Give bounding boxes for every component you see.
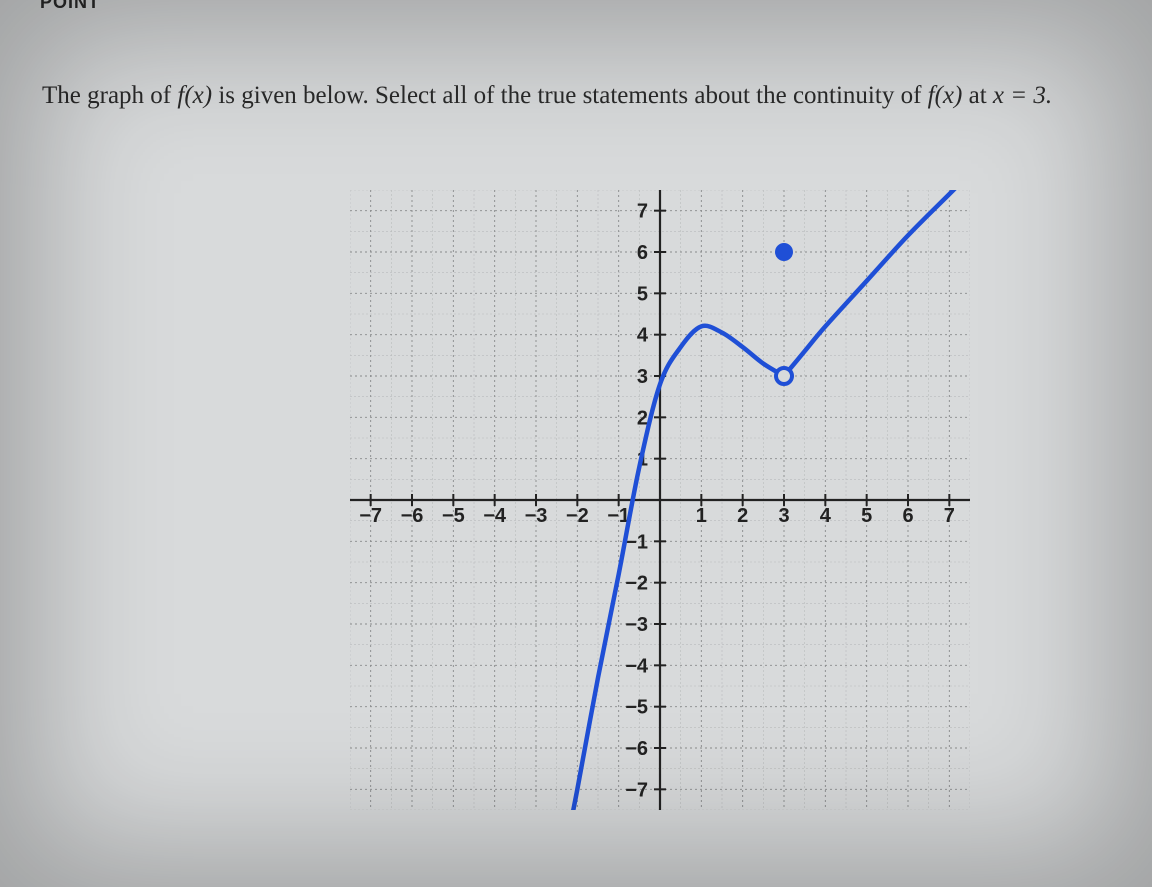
- x-tick-label: −3: [525, 505, 548, 527]
- x-tick-label: 1: [696, 505, 707, 527]
- continuity-graph: −7−6−5−4−3−2−112345677654321−1−2−3−4−5−6…: [350, 190, 970, 810]
- x-tick-label: −2: [566, 505, 589, 527]
- question-mid: is given below. Select all of the true s…: [212, 82, 928, 109]
- x-tick-label: −7: [359, 505, 382, 527]
- y-tick-label: −1: [625, 531, 648, 553]
- y-tick-label: 6: [637, 242, 648, 264]
- y-tick-label: −2: [625, 573, 648, 595]
- chart-svg: −7−6−5−4−3−2−112345677654321−1−2−3−4−5−6…: [350, 190, 970, 810]
- y-tick-label: −5: [625, 697, 648, 719]
- y-tick-label: 3: [637, 366, 648, 388]
- question-fx2: f(x): [928, 82, 963, 109]
- y-tick-label: 7: [637, 201, 648, 223]
- y-tick-label: 4: [637, 325, 649, 347]
- curve-right_branch: [784, 190, 970, 376]
- x-tick-label: 4: [820, 505, 832, 527]
- question-fx1: f(x): [177, 82, 212, 109]
- y-tick-label: −3: [625, 614, 648, 636]
- question-tail: at: [962, 82, 993, 109]
- open-point: [776, 368, 792, 384]
- y-tick-label: −7: [625, 779, 648, 801]
- header-fragment: POINT: [40, 0, 100, 13]
- x-tick-label: −6: [401, 505, 424, 527]
- question-text: The graph of f(x) is given below. Select…: [42, 78, 1122, 113]
- closed-point: [776, 244, 792, 260]
- question-eq: x = 3.: [993, 82, 1052, 109]
- x-tick-label: 2: [737, 505, 748, 527]
- x-tick-label: −4: [483, 505, 507, 527]
- y-tick-label: −6: [625, 738, 648, 760]
- y-tick-label: −4: [625, 655, 649, 677]
- x-tick-label: 6: [902, 505, 913, 527]
- question-prefix: The graph of: [42, 82, 177, 109]
- x-tick-label: −5: [442, 505, 465, 527]
- y-tick-label: 5: [637, 283, 648, 305]
- x-tick-label: 7: [944, 505, 955, 527]
- x-tick-label: 5: [861, 505, 872, 527]
- x-tick-label: 3: [778, 505, 789, 527]
